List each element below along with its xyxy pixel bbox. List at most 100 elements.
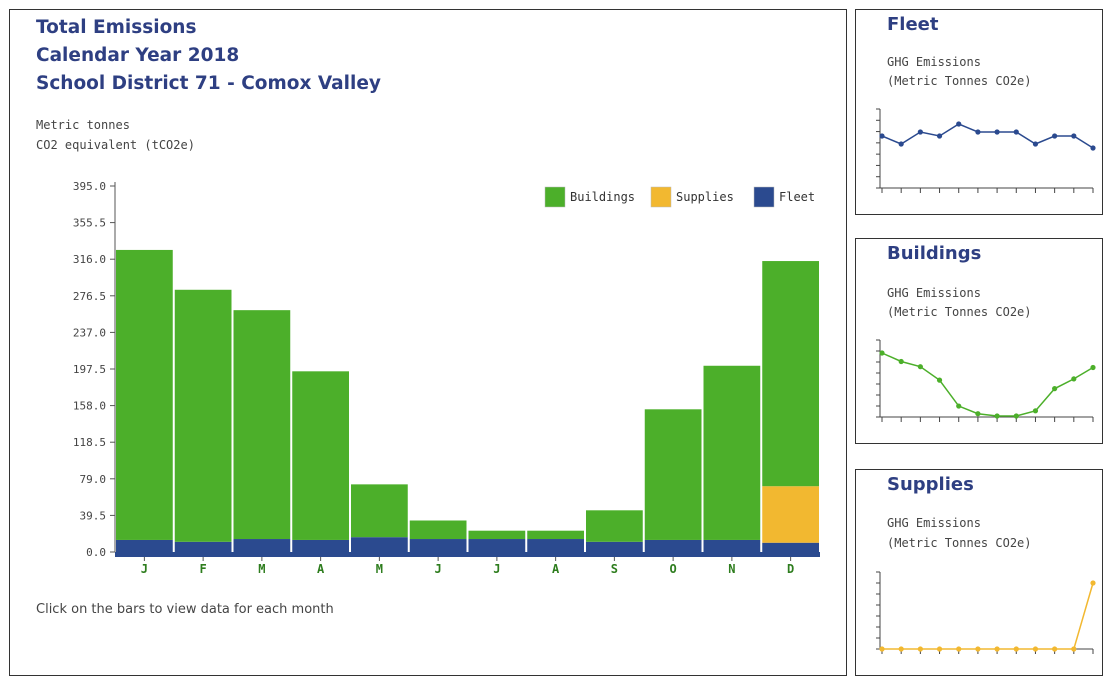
mini-point-1[interactable] bbox=[879, 133, 885, 139]
bar-supplies-12[interactable] bbox=[762, 486, 819, 543]
y-tick-label: 237.0 bbox=[73, 326, 106, 339]
mini-series-line bbox=[881, 352, 1094, 417]
mini-point-4[interactable] bbox=[936, 646, 943, 652]
y-tick-label: 276.5 bbox=[73, 290, 106, 303]
bar-group-6[interactable] bbox=[409, 520, 467, 552]
y-tick-label: 355.5 bbox=[73, 217, 106, 230]
bar-buildings-1[interactable] bbox=[116, 249, 173, 540]
bar-buildings-8[interactable] bbox=[527, 530, 584, 540]
x-tick-label: S bbox=[611, 562, 618, 576]
bar-buildings-12[interactable] bbox=[762, 261, 819, 487]
bar-buildings-6[interactable] bbox=[409, 520, 467, 540]
bar-buildings-3[interactable] bbox=[233, 310, 291, 540]
mini-point-9[interactable] bbox=[1032, 408, 1039, 414]
legend-swatch bbox=[753, 186, 775, 208]
mini-point-4[interactable] bbox=[936, 377, 943, 383]
mini-point-11[interactable] bbox=[1071, 133, 1077, 139]
bar-group-7[interactable] bbox=[468, 530, 526, 552]
mini-point-2[interactable] bbox=[898, 141, 904, 147]
bar-fleet-11[interactable] bbox=[703, 539, 761, 552]
mini-point-3[interactable] bbox=[917, 129, 923, 135]
mini-point-8[interactable] bbox=[1013, 413, 1019, 419]
mini-point-9[interactable] bbox=[1032, 141, 1039, 147]
unit-label-2: CO2 equivalent (tCO2e) bbox=[36, 138, 195, 152]
fleet-panel[interactable]: Fleet GHG Emissions (Metric Tonnes CO2e) bbox=[855, 9, 1103, 215]
y-tick-label: 118.5 bbox=[73, 436, 106, 449]
bar-buildings-11[interactable] bbox=[703, 365, 761, 540]
bar-group-10[interactable] bbox=[644, 409, 702, 552]
mini-point-8[interactable] bbox=[1013, 646, 1019, 652]
legend-fleet: Fleet bbox=[753, 186, 815, 208]
fleet-line-chart[interactable] bbox=[856, 10, 1102, 214]
mini-point-10[interactable] bbox=[1052, 386, 1058, 392]
legend-label: Supplies bbox=[676, 190, 734, 204]
buildings-panel[interactable]: Buildings GHG Emissions (Metric Tonnes C… bbox=[855, 238, 1103, 444]
bar-fleet-2[interactable] bbox=[174, 541, 232, 552]
supplies-subtitle-2: (Metric Tonnes CO2e) bbox=[887, 536, 1032, 550]
bar-buildings-4[interactable] bbox=[292, 371, 349, 540]
bar-group-5[interactable] bbox=[351, 484, 408, 552]
supplies-panel[interactable]: Supplies GHG Emissions (Metric Tonnes CO… bbox=[855, 469, 1103, 676]
mini-point-5[interactable] bbox=[956, 403, 962, 409]
bar-group-2[interactable] bbox=[174, 289, 232, 552]
mini-point-7[interactable] bbox=[994, 129, 1000, 135]
mini-point-10[interactable] bbox=[1052, 133, 1058, 139]
bar-group-3[interactable] bbox=[233, 310, 291, 552]
y-tick-label: 395.0 bbox=[73, 180, 106, 193]
chart-subtitle-year: Calendar Year 2018 bbox=[36, 45, 240, 66]
bar-group-12[interactable] bbox=[762, 261, 819, 552]
buildings-subtitle-1: GHG Emissions bbox=[887, 286, 981, 300]
bar-group-1[interactable] bbox=[116, 249, 173, 552]
supplies-line-chart[interactable] bbox=[856, 470, 1102, 675]
x-tick-label: O bbox=[670, 562, 677, 576]
mini-point-7[interactable] bbox=[994, 413, 1000, 419]
mini-point-5[interactable] bbox=[956, 646, 962, 652]
bar-fleet-9[interactable] bbox=[586, 541, 643, 552]
mini-point-12[interactable] bbox=[1090, 145, 1096, 151]
mini-point-6[interactable] bbox=[975, 646, 981, 652]
bar-group-9[interactable] bbox=[586, 510, 643, 552]
mini-point-5[interactable] bbox=[956, 121, 962, 127]
mini-series-line bbox=[882, 582, 1094, 650]
mini-point-3[interactable] bbox=[917, 364, 923, 370]
bar-fleet-3[interactable] bbox=[233, 539, 291, 552]
mini-point-3[interactable] bbox=[917, 646, 923, 652]
legend-label: Buildings bbox=[570, 190, 635, 204]
mini-point-2[interactable] bbox=[898, 646, 904, 652]
mini-point-7[interactable] bbox=[994, 646, 1000, 652]
x-tick-label: J bbox=[141, 562, 148, 576]
bar-group-8[interactable] bbox=[527, 530, 584, 552]
bar-fleet-5[interactable] bbox=[351, 537, 408, 552]
bar-buildings-2[interactable] bbox=[174, 289, 232, 542]
mini-point-1[interactable] bbox=[879, 646, 885, 652]
bar-fleet-8[interactable] bbox=[527, 539, 584, 552]
x-tick-label: J bbox=[493, 562, 500, 576]
bar-buildings-10[interactable] bbox=[644, 409, 702, 540]
bar-buildings-7[interactable] bbox=[468, 530, 526, 540]
bar-fleet-4[interactable] bbox=[292, 539, 349, 552]
mini-point-11[interactable] bbox=[1071, 646, 1077, 652]
bar-fleet-7[interactable] bbox=[468, 539, 526, 552]
mini-point-8[interactable] bbox=[1013, 129, 1019, 135]
mini-point-12[interactable] bbox=[1090, 364, 1096, 371]
bar-group-4[interactable] bbox=[292, 371, 349, 552]
bar-fleet-10[interactable] bbox=[644, 539, 702, 552]
mini-point-6[interactable] bbox=[975, 129, 981, 135]
bar-fleet-1[interactable] bbox=[116, 539, 173, 552]
buildings-line-chart[interactable] bbox=[856, 239, 1102, 443]
bar-buildings-9[interactable] bbox=[586, 510, 643, 542]
mini-point-12[interactable] bbox=[1090, 580, 1096, 586]
bar-buildings-5[interactable] bbox=[351, 484, 408, 538]
x-tick-label: J bbox=[435, 562, 442, 576]
bar-fleet-6[interactable] bbox=[409, 539, 467, 552]
mini-point-4[interactable] bbox=[936, 133, 943, 139]
mini-point-2[interactable] bbox=[898, 358, 904, 365]
mini-point-1[interactable] bbox=[879, 350, 885, 356]
bar-fleet-12[interactable] bbox=[762, 542, 819, 552]
mini-point-9[interactable] bbox=[1032, 646, 1039, 652]
mini-point-10[interactable] bbox=[1052, 646, 1058, 652]
mini-point-11[interactable] bbox=[1071, 376, 1077, 382]
x-tick-label: M bbox=[376, 562, 383, 576]
bar-group-11[interactable] bbox=[703, 365, 761, 552]
mini-point-6[interactable] bbox=[975, 411, 981, 417]
